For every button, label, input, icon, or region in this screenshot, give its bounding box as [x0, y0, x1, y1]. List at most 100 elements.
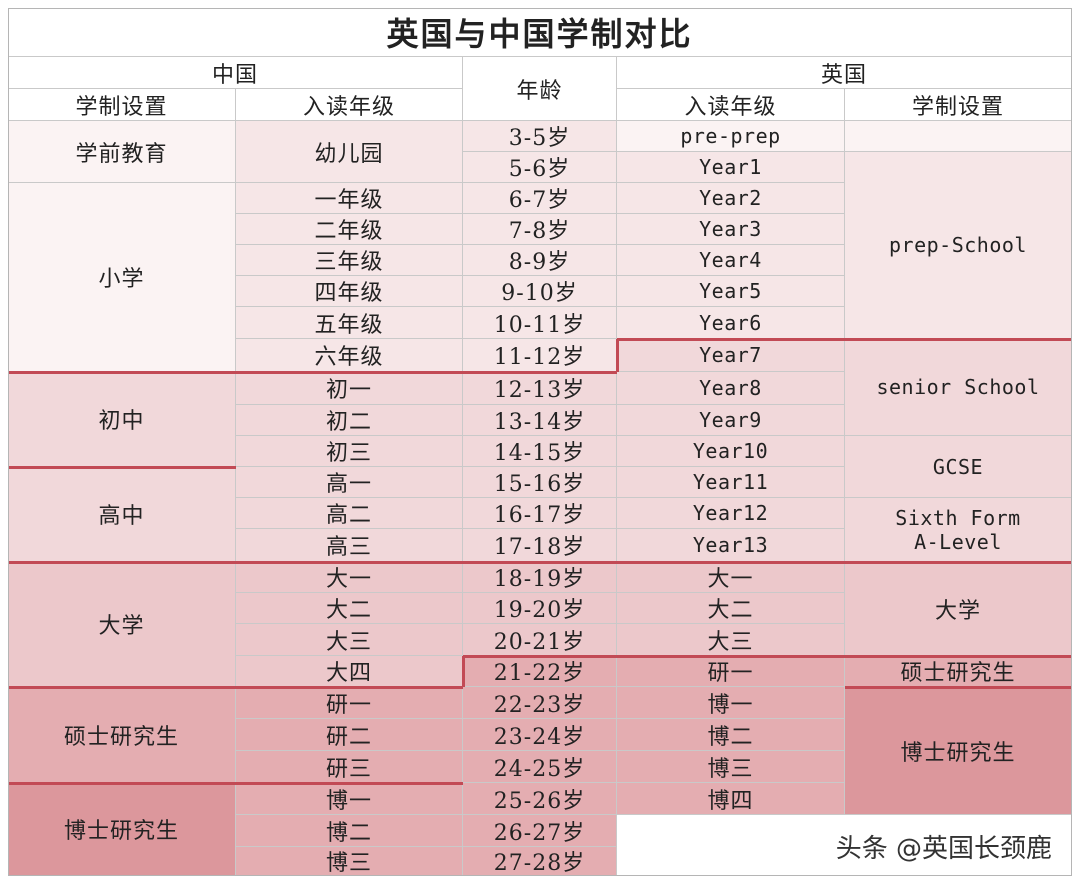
stage-divider — [8, 686, 463, 689]
stage-divider — [463, 655, 1072, 658]
uk-system-cell: senior School — [845, 339, 1072, 436]
cn-stage-cell: 高中 — [8, 467, 236, 562]
uk-system-cell: 博士研究生 — [845, 687, 1072, 815]
age-cell: 22-23岁 — [463, 687, 617, 719]
age-cell: 10-11岁 — [463, 307, 617, 339]
uk-grade-cell: 博四 — [617, 783, 845, 815]
uk-grade-cell: Year8 — [617, 372, 845, 405]
uk-grade-cell: Year5 — [617, 276, 845, 307]
header-uk: 英国 — [617, 57, 1072, 89]
cn-stage-cell: 硕士研究生 — [8, 687, 236, 783]
cn-grade-cell: 高一 — [236, 467, 463, 498]
cn-grade-cell: 六年级 — [236, 339, 463, 372]
watermark-text: 头条 @英国长颈鹿 — [835, 834, 1052, 864]
page-title: 英国与中国学制对比 — [8, 8, 1072, 57]
age-cell: 24-25岁 — [463, 751, 617, 783]
uk-grade-cell: Year6 — [617, 307, 845, 339]
uk-grade-cell: 大一 — [617, 562, 845, 593]
blank-cell — [617, 815, 1072, 876]
age-cell: 26-27岁 — [463, 815, 617, 847]
stage-divider — [617, 338, 1072, 341]
age-cell: 27-28岁 — [463, 847, 617, 876]
cn-grade-cell: 研二 — [236, 719, 463, 751]
uk-system-cell: Sixth Form A-Level — [845, 498, 1072, 562]
age-cell: 14-15岁 — [463, 436, 617, 467]
cn-grade-cell: 初一 — [236, 372, 463, 405]
cn-grade-cell: 三年级 — [236, 245, 463, 276]
age-cell: 12-13岁 — [463, 372, 617, 405]
uk-grade-cell: 大二 — [617, 593, 845, 624]
cn-grade-cell: 幼儿园 — [236, 121, 463, 183]
uk-grade-cell: 大三 — [617, 624, 845, 656]
cn-stage-cell: 大学 — [8, 562, 236, 687]
age-cell: 18-19岁 — [463, 562, 617, 593]
age-cell: 9-10岁 — [463, 276, 617, 307]
uk-grade-cell: Year2 — [617, 183, 845, 214]
stage-divider — [8, 466, 236, 469]
age-cell: 5-6岁 — [463, 152, 617, 183]
uk-grade-cell: pre-prep — [617, 121, 845, 152]
uk-grade-cell: Year13 — [617, 529, 845, 562]
cn-grade-cell: 初三 — [236, 436, 463, 467]
stage-divider — [462, 656, 465, 687]
age-cell: 11-12岁 — [463, 339, 617, 372]
stage-divider — [616, 339, 619, 372]
uk-grade-cell: Year10 — [617, 436, 845, 467]
uk-grade-cell: 博一 — [617, 687, 845, 719]
cn-stage-cell: 初中 — [8, 372, 236, 467]
header-china: 中国 — [8, 57, 463, 89]
stage-divider — [8, 371, 617, 374]
age-cell: 20-21岁 — [463, 624, 617, 656]
cn-grade-cell: 大二 — [236, 593, 463, 624]
stage-divider — [845, 686, 1072, 689]
header-age: 年龄 — [463, 57, 617, 121]
cn-grade-cell: 四年级 — [236, 276, 463, 307]
uk-grade-cell: Year7 — [617, 339, 845, 372]
cn-grade-cell: 大一 — [236, 562, 463, 593]
age-cell: 25-26岁 — [463, 783, 617, 815]
uk-grade-cell: Year12 — [617, 498, 845, 529]
cn-grade-cell: 二年级 — [236, 214, 463, 245]
cn-grade-cell: 五年级 — [236, 307, 463, 339]
cn-grade-cell: 一年级 — [236, 183, 463, 214]
cn-grade-cell: 高二 — [236, 498, 463, 529]
stage-divider — [8, 561, 1072, 564]
cn-grade-cell: 研三 — [236, 751, 463, 783]
cn-grade-cell: 博三 — [236, 847, 463, 876]
uk-grade-cell: Year4 — [617, 245, 845, 276]
age-cell: 13-14岁 — [463, 405, 617, 436]
stage-divider — [8, 782, 463, 785]
header-cn-system: 学制设置 — [8, 89, 236, 121]
age-cell: 19-20岁 — [463, 593, 617, 624]
age-cell: 16-17岁 — [463, 498, 617, 529]
age-cell: 17-18岁 — [463, 529, 617, 562]
header-cn-grade: 入读年级 — [236, 89, 463, 121]
uk-system-cell — [845, 121, 1072, 152]
age-cell: 6-7岁 — [463, 183, 617, 214]
header-uk-grade: 入读年级 — [617, 89, 845, 121]
age-cell: 3-5岁 — [463, 121, 617, 152]
cn-stage-cell: 学前教育 — [8, 121, 236, 183]
age-cell: 8-9岁 — [463, 245, 617, 276]
uk-grade-cell: 博二 — [617, 719, 845, 751]
cn-stage-cell: 小学 — [8, 183, 236, 372]
uk-system-cell: GCSE — [845, 436, 1072, 498]
cn-grade-cell: 高三 — [236, 529, 463, 562]
cn-grade-cell: 研一 — [236, 687, 463, 719]
uk-grade-cell: Year9 — [617, 405, 845, 436]
uk-grade-cell: Year3 — [617, 214, 845, 245]
age-cell: 7-8岁 — [463, 214, 617, 245]
cn-grade-cell: 博二 — [236, 815, 463, 847]
uk-grade-cell: Year1 — [617, 152, 845, 183]
uk-system-cell: prep-School — [845, 152, 1072, 339]
age-cell: 15-16岁 — [463, 467, 617, 498]
cn-grade-cell: 初二 — [236, 405, 463, 436]
uk-grade-cell: 博三 — [617, 751, 845, 783]
cn-grade-cell: 博一 — [236, 783, 463, 815]
uk-system-cell: 硕士研究生 — [845, 656, 1072, 687]
cn-grade-cell: 大四 — [236, 656, 463, 687]
uk-grade-cell: Year11 — [617, 467, 845, 498]
uk-system-cell: 大学 — [845, 562, 1072, 656]
uk-grade-cell: 研一 — [617, 656, 845, 687]
header-uk-system: 学制设置 — [845, 89, 1072, 121]
